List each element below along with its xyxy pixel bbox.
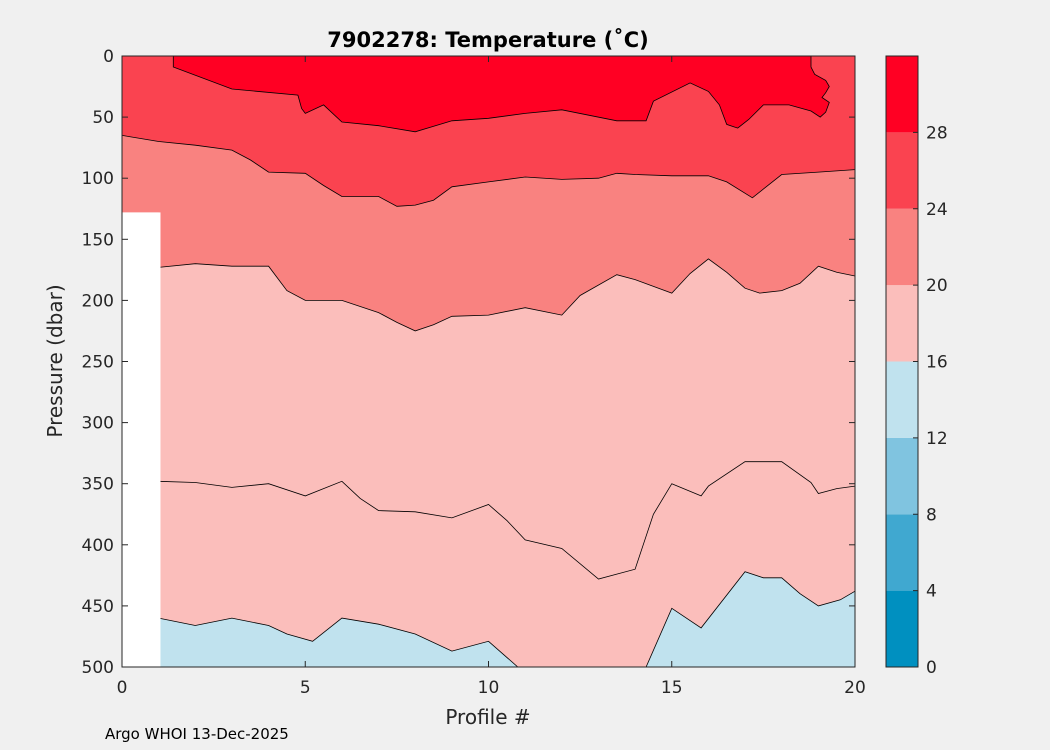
contour-line-16-0 [158, 617, 519, 667]
y-tick-label: 50 [92, 108, 114, 128]
contour-region-band-12-16-right [646, 571, 855, 667]
colorbar-swatch-24-28 [886, 132, 918, 209]
y-tick-label: 250 [82, 353, 114, 373]
y-axis: 0 50 100 150 200 250 300 350 400 450 500 [82, 47, 855, 678]
contour-region-band-12-16 [158, 618, 518, 667]
colorbar-swatch-8-12 [886, 437, 918, 515]
colorbar-tick-label: 4 [926, 582, 937, 602]
y-tick-label: 500 [82, 658, 114, 678]
contour-line-layer [122, 56, 855, 667]
x-tick-label: 0 [117, 678, 128, 698]
y-tick-label: 400 [82, 536, 114, 556]
contour-line-18-2 [158, 461, 855, 580]
colorbar-tick-label: 12 [926, 429, 948, 449]
colorbar-tick-label: 0 [926, 658, 937, 678]
x-tick-label: 15 [661, 678, 683, 698]
x-axis: 0 5 10 15 20 [117, 56, 866, 698]
colorbar-tick-label: 28 [926, 123, 948, 143]
y-tick-label: 450 [82, 597, 114, 617]
y-tick-label: 0 [103, 47, 114, 67]
colorbar-swatch-28-32 [886, 56, 918, 133]
y-tick-label: 300 [82, 414, 114, 434]
colorbar-tick-label: 8 [926, 505, 937, 525]
x-tick-label: 5 [300, 678, 311, 698]
footer-credit: Argo WHOI 13-Dec-2025 [105, 725, 289, 743]
y-tick-label: 350 [82, 475, 114, 495]
colorbar-swatch-12-16 [886, 361, 918, 438]
colorbar-tick-label: 24 [926, 200, 948, 220]
contour-fill-layer [122, 56, 855, 667]
colorbar-swatch-4-8 [886, 514, 918, 591]
y-axis-label: Pressure (dbar) [43, 284, 67, 437]
colorbar-swatch-0-4 [886, 590, 918, 667]
colorbar-swatch-16-20 [886, 285, 918, 362]
colorbar-tick-label: 16 [926, 353, 948, 373]
contour-line-16-1 [645, 571, 855, 667]
y-tick-label: 150 [82, 230, 114, 250]
contour-line-20-3 [158, 258, 855, 332]
y-tick-label: 200 [82, 291, 114, 311]
contour-region-band-28-32 [173, 56, 830, 132]
x-tick-label: 10 [478, 678, 500, 698]
no-data-region [122, 212, 161, 667]
y-tick-label: 100 [82, 169, 114, 189]
colorbar: 0 4 8 12 16 20 24 28 [885, 55, 948, 678]
colorbar-tick-label: 20 [926, 276, 948, 296]
chart-title: 7902278: Temperature (˚C) [327, 28, 648, 52]
contour-line-28-5 [172, 56, 830, 133]
colorbar-swatch-20-24 [886, 208, 918, 286]
contour-line-24-4 [122, 135, 855, 207]
x-axis-label: Profile # [445, 705, 530, 729]
x-tick-label: 20 [844, 678, 866, 698]
